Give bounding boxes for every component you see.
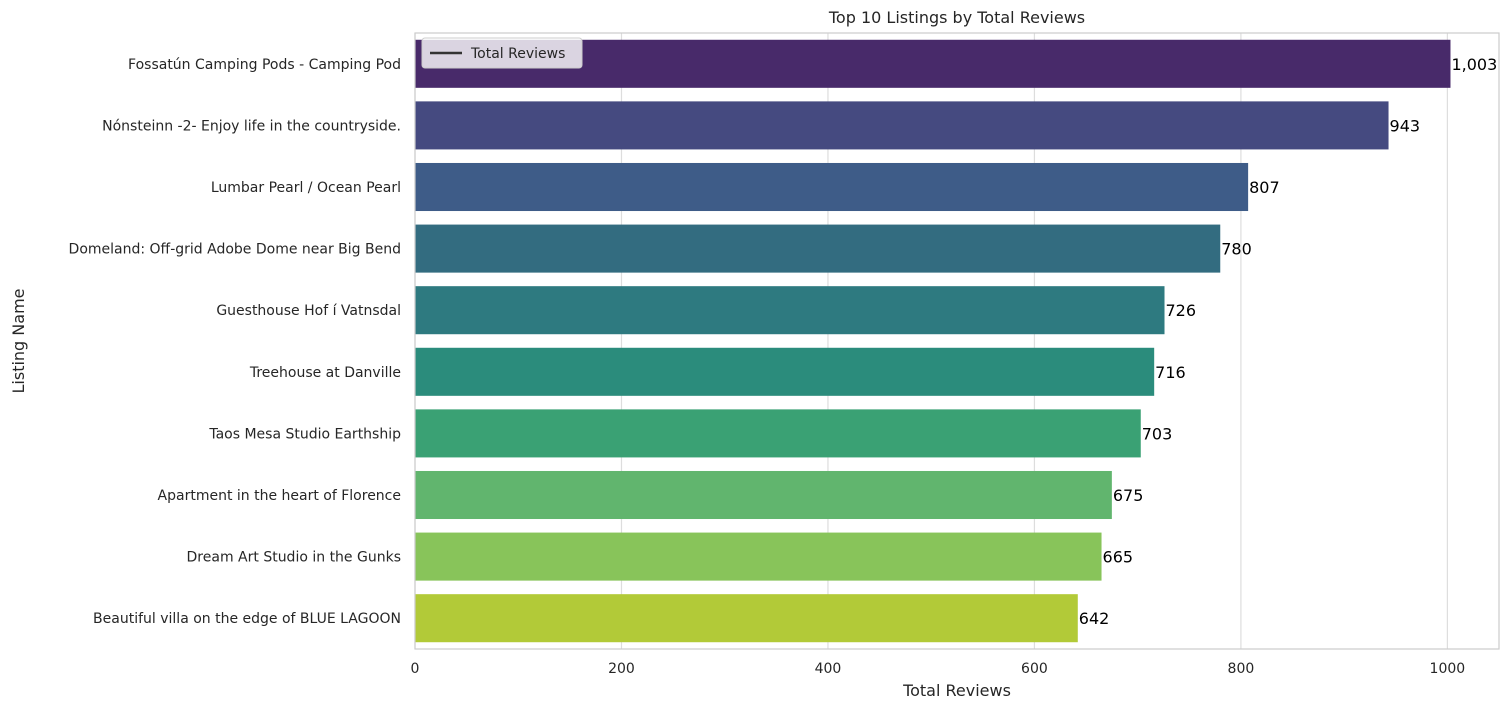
x-tick-label: 400 <box>815 661 842 677</box>
y-tick-label: Nónsteinn -2- Enjoy life in the countrys… <box>102 118 401 134</box>
bar-value-label: 665 <box>1103 548 1134 567</box>
y-tick-label: Guesthouse Hof í Vatnsdal <box>216 303 401 319</box>
bar <box>415 286 1165 335</box>
x-tick-label: 0 <box>411 661 420 677</box>
y-tick-label: Beautiful villa on the edge of BLUE LAGO… <box>93 611 401 627</box>
bar <box>415 162 1249 212</box>
bar-value-label: 780 <box>1221 240 1252 259</box>
bar-value-label: 716 <box>1155 363 1186 382</box>
legend-box <box>421 37 583 69</box>
x-tick-label: 800 <box>1228 661 1255 677</box>
y-tick-label: Domeland: Off-grid Adobe Dome near Big B… <box>69 242 401 258</box>
x-tick-label: 1000 <box>1430 661 1466 677</box>
y-tick-label: Taos Mesa Studio Earthship <box>208 426 401 442</box>
y-tick-label: Dream Art Studio in the Gunks <box>187 550 401 566</box>
y-tick-label: Lumbar Pearl / Ocean Pearl <box>211 180 401 196</box>
bar-value-label: 943 <box>1390 116 1421 135</box>
bar-value-label: 807 <box>1249 178 1280 197</box>
x-tick-label: 600 <box>1021 661 1048 677</box>
bar <box>415 594 1078 643</box>
bar-value-label: 726 <box>1166 301 1197 320</box>
legend-label: Total Reviews <box>470 46 565 62</box>
bar-value-label: 1,003 <box>1451 55 1497 74</box>
y-tick-label: Fossatún Camping Pods - Camping Pod <box>128 57 401 73</box>
bar <box>415 470 1112 520</box>
bar <box>415 39 1451 88</box>
bar <box>415 101 1389 150</box>
chart-title: Top 10 Listings by Total Reviews <box>828 8 1085 27</box>
x-tick-label: 200 <box>608 661 635 677</box>
y-axis-title: Listing Name <box>9 289 28 394</box>
y-tick-label: Treehouse at Danville <box>249 365 401 381</box>
plot-frame <box>414 32 1500 650</box>
y-tick-label: Apartment in the heart of Florence <box>158 488 401 504</box>
x-axis-title: Total Reviews <box>902 681 1011 700</box>
bar <box>415 532 1102 581</box>
bar <box>415 347 1155 396</box>
bar-value-label: 675 <box>1113 486 1144 505</box>
axes: 0 200 400 600 800 1000 Fossatún Camping Pods -… <box>69 32 1500 677</box>
data-labels: 1,003 943 807 780 726 716 703 675 665 642 <box>1079 55 1498 628</box>
bar <box>415 224 1221 273</box>
bars <box>415 39 1451 643</box>
bar <box>415 409 1141 458</box>
bar-value-label: 642 <box>1079 609 1110 628</box>
bar-value-label: 703 <box>1142 424 1173 443</box>
legend: Total Reviews <box>421 37 583 69</box>
